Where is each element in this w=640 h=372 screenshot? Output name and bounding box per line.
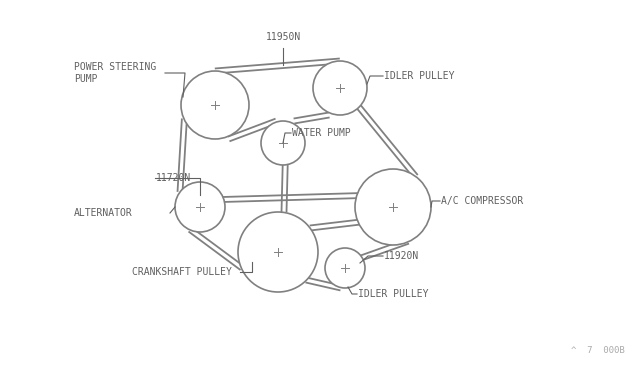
Text: POWER STEERING
PUMP: POWER STEERING PUMP (74, 62, 156, 84)
Circle shape (325, 248, 365, 288)
Text: WATER PUMP: WATER PUMP (292, 128, 351, 138)
Text: CRANKSHAFT PULLEY: CRANKSHAFT PULLEY (132, 267, 232, 277)
Circle shape (238, 212, 318, 292)
Circle shape (313, 61, 367, 115)
Circle shape (355, 169, 431, 245)
Text: 11720N: 11720N (156, 173, 191, 183)
Circle shape (261, 121, 305, 165)
Text: A/C COMPRESSOR: A/C COMPRESSOR (441, 196, 524, 206)
Text: IDLER PULLEY: IDLER PULLEY (358, 289, 429, 299)
Text: 11950N: 11950N (266, 32, 301, 42)
Text: ^  7  000B: ^ 7 000B (572, 346, 625, 355)
Circle shape (175, 182, 225, 232)
Text: 11920N: 11920N (384, 251, 419, 261)
Text: ALTERNATOR: ALTERNATOR (74, 208, 132, 218)
Circle shape (181, 71, 249, 139)
Text: IDLER PULLEY: IDLER PULLEY (384, 71, 454, 81)
